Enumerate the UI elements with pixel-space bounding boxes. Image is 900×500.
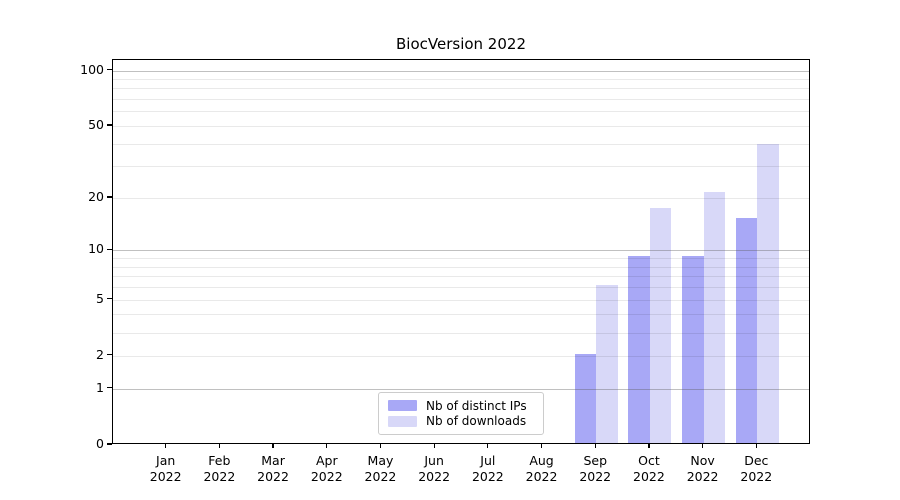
y-tick-1 [107, 387, 112, 389]
x-tick-dec [755, 444, 757, 448]
x-tick-jun [433, 444, 435, 448]
gridline-minor-90 [113, 78, 809, 80]
gridline-minor-70 [113, 99, 809, 101]
legend-swatch-distinct-ips-icon [388, 400, 417, 412]
bar-nb-of-distinct-ips-oct [628, 256, 650, 443]
bar-nb-of-downloads-sep [596, 285, 618, 443]
x-tick-label-jun: Jun 2022 [418, 453, 451, 484]
x-tick-label-feb: Feb 2022 [203, 453, 236, 484]
x-tick-mar [272, 444, 274, 448]
x-tick-jan [165, 444, 167, 448]
bar-nb-of-downloads-nov [703, 192, 726, 443]
chart-title: BiocVersion 2022 [396, 35, 526, 53]
gridline-major-100 [113, 70, 809, 72]
y-tick-50 [107, 124, 112, 126]
x-tick-label-sep: Sep 2022 [579, 453, 612, 484]
x-tick-label-dec: Dec 2022 [740, 453, 773, 484]
bar-nb-of-downloads-dec [757, 143, 779, 443]
x-tick-may [379, 444, 382, 448]
y-tick-label-0: 0 [96, 436, 104, 451]
legend: Nb of distinct IPs Nb of downloads [378, 392, 544, 435]
x-tick-label-nov: Nov 2022 [686, 453, 719, 484]
gridline-minor-40 [113, 143, 809, 145]
x-tick-label-apr: Apr 2022 [310, 453, 343, 484]
gridline-minor-60 [113, 111, 809, 113]
bar-nb-of-distinct-ips-dec [735, 218, 758, 443]
x-tick-feb [218, 444, 220, 448]
x-tick-label-mar: Mar 2022 [257, 453, 289, 484]
y-tick-label-5: 5 [96, 290, 104, 306]
legend-swatch-downloads-icon [388, 415, 417, 427]
y-tick-5 [107, 298, 112, 300]
x-tick-nov [702, 444, 704, 448]
y-tick-label-10: 10 [88, 241, 104, 257]
legend-item-downloads: Nb of downloads [388, 414, 534, 428]
legend-label-distinct-ips: Nb of distinct IPs [426, 398, 527, 413]
gridline-minor-30 [113, 166, 809, 168]
bar-nb-of-distinct-ips-sep [574, 353, 597, 443]
y-tick-label-1: 1 [96, 379, 104, 395]
y-tick-10 [107, 248, 112, 251]
y-tick-20 [107, 196, 112, 198]
x-tick-aug [540, 444, 543, 448]
bar-nb-of-downloads-oct [649, 208, 672, 443]
y-tick-label-2: 2 [96, 346, 104, 362]
y-tick-0 [107, 443, 112, 445]
x-tick-jul [487, 444, 489, 448]
x-tick-label-jan: Jan 2022 [149, 453, 182, 484]
y-tick-2 [107, 354, 112, 356]
legend-item-distinct-ips: Nb of distinct IPs [388, 399, 534, 413]
y-tick-100 [107, 68, 112, 71]
y-tick-label-50: 50 [88, 116, 104, 132]
x-tick-label-oct: Oct 2022 [633, 453, 665, 484]
x-tick-apr [326, 444, 328, 448]
x-tick-label-jul: Jul 2022 [471, 453, 504, 484]
bar-nb-of-distinct-ips-nov [682, 256, 704, 443]
y-tick-label-20: 20 [88, 188, 104, 204]
plot-area [112, 59, 810, 444]
x-tick-label-aug: Aug 2022 [525, 453, 558, 484]
y-tick-label-100: 100 [80, 61, 104, 77]
x-tick-sep [594, 444, 596, 448]
gridline-minor-50 [113, 125, 809, 127]
legend-label-downloads: Nb of downloads [426, 414, 527, 429]
x-tick-oct [648, 444, 650, 448]
x-tick-label-may: May 2022 [364, 453, 397, 484]
gridline-minor-80 [113, 88, 809, 90]
